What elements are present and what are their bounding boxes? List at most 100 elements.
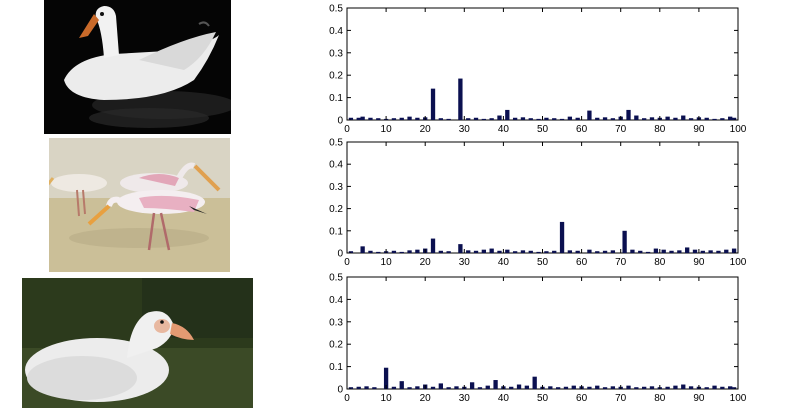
y-tick-label: 0.1 [329, 362, 343, 373]
histogram-bar [438, 383, 443, 389]
x-tick-label: 90 [693, 124, 705, 135]
histogram-bar [724, 249, 729, 253]
y-tick-label: 0 [337, 385, 343, 396]
histogram-bar [567, 250, 573, 253]
histogram-bar [630, 249, 635, 253]
x-tick-label: 60 [576, 257, 588, 268]
histogram-bar [704, 117, 709, 120]
y-tick-label: 0.5 [329, 4, 343, 15]
histogram-bar [415, 386, 420, 389]
histogram-bar [356, 117, 361, 120]
x-tick-label: 80 [654, 257, 666, 268]
histogram-bar [552, 250, 557, 253]
x-tick-label: 40 [498, 393, 510, 404]
histogram-bar [497, 250, 502, 253]
histogram-bar [466, 118, 471, 120]
x-tick-label: 70 [615, 257, 627, 268]
histogram-bar [391, 386, 397, 389]
histogram-bar [446, 387, 451, 389]
histogram-bar [728, 116, 733, 120]
histogram-bar [669, 250, 674, 253]
histogram-bar [407, 387, 412, 389]
x-tick-label: 20 [420, 393, 432, 404]
histogram-bar [430, 238, 436, 253]
y-tick-label: 0.2 [329, 340, 343, 351]
histogram-bar [489, 118, 494, 120]
histogram-bar [731, 387, 737, 389]
y-tick-label: 0.2 [329, 204, 343, 215]
histogram-bar [520, 117, 526, 120]
x-tick-label: 30 [459, 393, 471, 404]
x-tick-label: 0 [344, 393, 350, 404]
y-tick-label: 0.1 [329, 226, 343, 237]
y-tick-label: 0.5 [329, 138, 343, 149]
y-tick-label: 0.2 [329, 71, 343, 82]
histogram-bar [536, 251, 541, 253]
histogram-bar [348, 251, 354, 253]
histogram-bar [360, 246, 365, 253]
histogram-bar [376, 251, 381, 253]
histogram-bar [509, 386, 514, 389]
histogram-bar [575, 250, 580, 253]
histogram-bar [642, 118, 647, 120]
x-tick-label: 50 [537, 124, 549, 135]
histogram-bar [559, 221, 565, 253]
histogram-bar [649, 386, 655, 389]
histogram-bar [712, 385, 717, 389]
histogram-bar [528, 250, 533, 253]
histogram-bar [458, 78, 463, 120]
histogram-bar [477, 387, 483, 389]
histogram-duck: 0 10 20 30 40 50 60 70 80 90 100 0 0.1 0.2 0.3 0.4 0.5 [329, 273, 747, 405]
x-tick-label: 10 [381, 393, 393, 404]
histogram-bar [555, 387, 561, 389]
histogram-bar [473, 117, 479, 120]
histogram-bar [610, 386, 616, 389]
histogram-bar [368, 117, 373, 120]
histogram-bar [528, 118, 533, 120]
histogram-bar [634, 387, 639, 389]
histogram-bar [497, 115, 502, 120]
histogram-bar [673, 385, 678, 389]
histogram-bar [473, 250, 479, 253]
histogram-bar [356, 386, 361, 389]
histogram-bar [661, 249, 666, 253]
histogram-bar [544, 117, 549, 120]
x-tick-label: 60 [576, 393, 588, 404]
y-tick-label: 0.3 [329, 48, 343, 59]
histogram-bar [665, 386, 670, 389]
x-tick-label: 40 [498, 257, 510, 268]
histogram-bar [348, 387, 354, 389]
histogram-bar [638, 250, 643, 253]
x-tick-label: 100 [730, 124, 747, 135]
histogram-storks: 0 10 20 30 40 50 60 70 80 90 100 0 0.1 0.2 0.3 0.4 0.5 [329, 138, 747, 269]
histogram-bar [595, 117, 600, 120]
histogram-bar [512, 117, 518, 120]
histogram-bar [399, 251, 404, 253]
x-tick-label: 70 [615, 393, 627, 404]
x-tick-label: 10 [381, 124, 393, 135]
histogram-bar [368, 250, 373, 253]
histogram-bar [700, 250, 705, 253]
histogram-bar [610, 118, 616, 120]
histogram-bar [642, 386, 647, 389]
histogram-bar [653, 248, 659, 253]
histogram-bar [516, 384, 522, 389]
x-tick-label: 30 [459, 257, 471, 268]
histogram-bar [430, 386, 436, 389]
y-tick-label: 0.1 [329, 93, 343, 104]
x-tick-label: 0 [344, 257, 350, 268]
x-tick-label: 40 [498, 124, 510, 135]
histogram-bar [688, 386, 694, 389]
histogram-bar [438, 118, 443, 120]
histogram-bar [458, 244, 463, 253]
histogram-bar [595, 251, 600, 253]
histogram-bar [649, 117, 655, 120]
histogram-bar [626, 385, 631, 389]
histogram-bar [399, 381, 404, 389]
duck-image [22, 278, 253, 408]
x-tick-label: 20 [420, 257, 432, 268]
histogram-bar [364, 386, 369, 389]
histogram-bar [728, 386, 733, 389]
y-tick-label: 0 [337, 249, 343, 260]
